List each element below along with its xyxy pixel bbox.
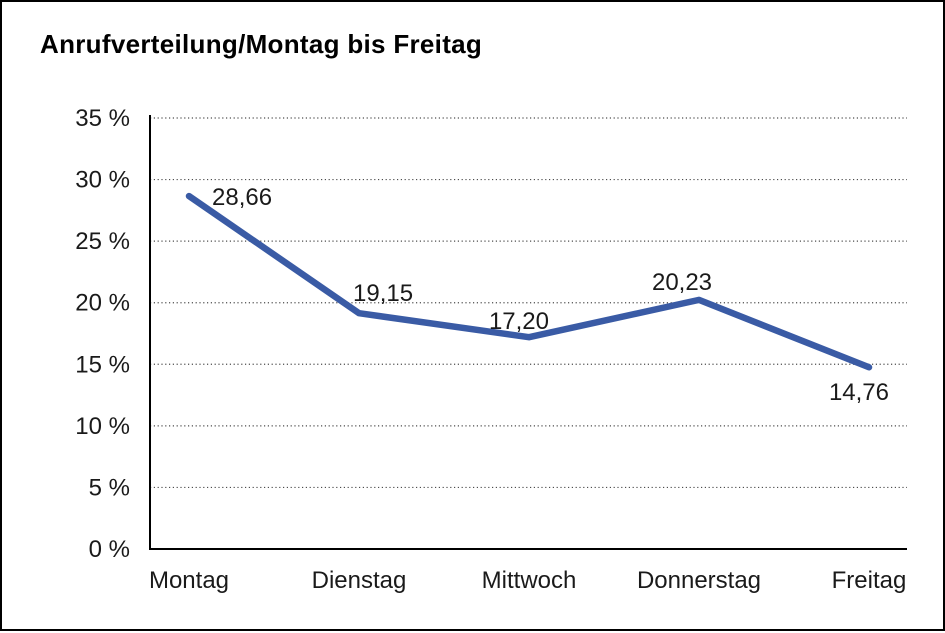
y-tick-label: 5 % bbox=[89, 474, 130, 501]
x-category-label: Freitag bbox=[832, 567, 907, 594]
y-tick-label: 25 % bbox=[75, 228, 130, 255]
chart-title: Anrufverteilung/Montag bis Freitag bbox=[40, 29, 483, 59]
y-tick-label: 20 % bbox=[75, 290, 130, 317]
y-tick-label: 30 % bbox=[75, 167, 130, 194]
y-tick-label: 10 % bbox=[75, 413, 130, 440]
x-category-label: Montag bbox=[149, 567, 229, 594]
data-point-label: 14,76 bbox=[829, 379, 889, 406]
x-category-label: Mittwoch bbox=[482, 567, 577, 594]
data-point-label: 17,20 bbox=[489, 308, 549, 335]
y-tick-label: 35 % bbox=[75, 105, 130, 132]
x-category-label: Donnerstag bbox=[637, 567, 761, 594]
data-point-label: 28,66 bbox=[212, 184, 272, 211]
data-point-label: 20,23 bbox=[652, 269, 712, 296]
data-point-label: 19,15 bbox=[353, 280, 413, 307]
x-category-label: Dienstag bbox=[312, 567, 407, 594]
y-tick-label: 15 % bbox=[75, 351, 130, 378]
series-line bbox=[185, 192, 873, 371]
y-tick-label: 0 % bbox=[89, 536, 130, 563]
